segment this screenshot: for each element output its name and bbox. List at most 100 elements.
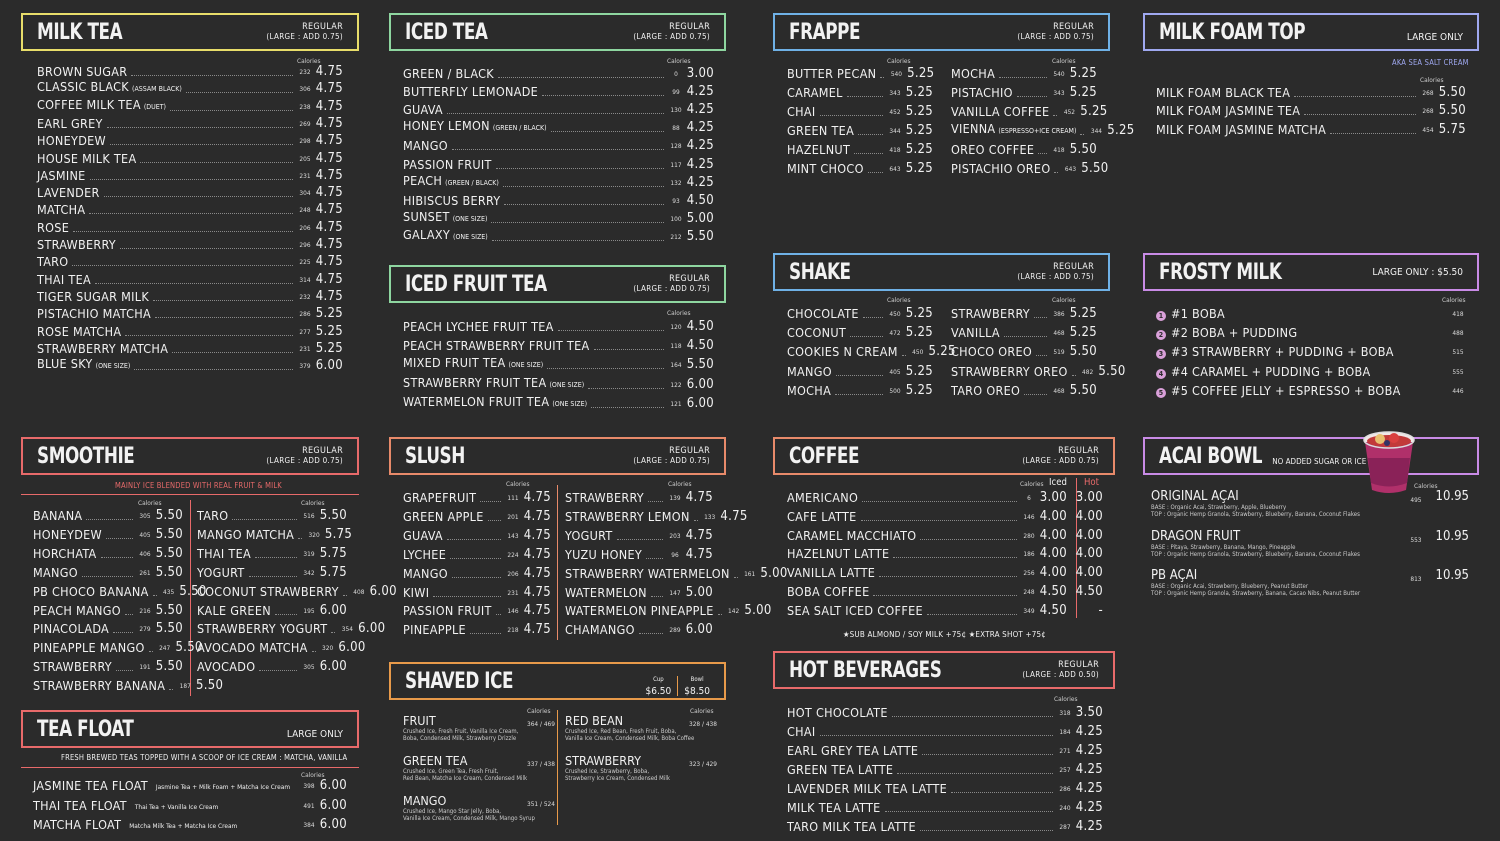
item-price: 5.75 bbox=[324, 526, 353, 542]
item-price: 5.50 bbox=[1081, 161, 1109, 176]
item-calories: 540 bbox=[1053, 70, 1065, 78]
smoothie-note: MAINLY ICE BLENDED WITH REAL FRUIT & MIL… bbox=[115, 481, 282, 490]
item-price: 5.50 bbox=[196, 678, 224, 694]
menu-item: STRAWBERRY 386 5.25 bbox=[951, 305, 1097, 321]
item-name: STRAWBERRY bbox=[37, 237, 116, 252]
menu-item: PASSION FRUIT 117 4.25 bbox=[403, 156, 714, 172]
milk-foam-header: MILK FOAM TOP LARGE ONLY bbox=[1143, 13, 1479, 51]
menu-item: SUNSET (ONE SIZE) 100 5.00 bbox=[403, 209, 714, 226]
item-calories: 203 bbox=[669, 531, 681, 540]
item-price: 5.50 bbox=[1069, 382, 1097, 398]
menu-item: GUAVA 130 4.25 bbox=[403, 101, 714, 117]
large-label: (LARGE : ADD 0.75) bbox=[266, 456, 343, 465]
calories-label: Calories bbox=[301, 771, 325, 779]
item-name: EARL GREY TEA LATTE bbox=[787, 743, 919, 758]
hot-price: 4.00 bbox=[1075, 546, 1103, 562]
item-price: 4.25 bbox=[686, 156, 714, 172]
item-calories: 405 bbox=[139, 530, 151, 539]
large-label: (LARGE : ADD 0.75) bbox=[633, 456, 710, 465]
menu-item: 4 #4 CARAMEL + PUDDING + BOBA 555 bbox=[1156, 363, 1466, 379]
menu-item: THAI TEA 314 4.75 bbox=[37, 271, 343, 287]
item-price: 6.00 bbox=[319, 659, 347, 675]
item-price: 6.00 bbox=[358, 621, 386, 637]
item-price: 4.75 bbox=[315, 254, 343, 270]
menu-item: STRAWBERRY 296 4.75 bbox=[37, 236, 343, 252]
menu-item: CHAI 184 4.25 bbox=[787, 723, 1103, 739]
item-calories: 343 bbox=[889, 89, 901, 97]
item-calories: 349 bbox=[1023, 606, 1035, 615]
item-size-note: (GREEN / BLACK) bbox=[492, 124, 547, 133]
item-name: VIENNA (ESPRESSO+ICE CREAM) bbox=[951, 121, 1077, 136]
item-name: COFFEE MILK TEA (DUET) bbox=[37, 96, 167, 112]
item-price: 5.25 bbox=[905, 325, 933, 341]
item-name: MILK FOAM BLACK TEA bbox=[1156, 85, 1291, 100]
menu-item: LAVENDER MILK TEA LATTE 286 4.25 bbox=[787, 780, 1103, 796]
item-price: 4.50 bbox=[686, 192, 714, 208]
item-calories: 318 bbox=[1059, 709, 1071, 717]
calories-label: Calories bbox=[1052, 57, 1076, 65]
item-price: 4.75 bbox=[315, 237, 343, 252]
menu-item: MANGO MATCHA 320 5.75 bbox=[197, 526, 352, 542]
menu-item: LAVENDER 304 4.75 bbox=[37, 184, 343, 200]
item-name: CHOCO OREO bbox=[951, 344, 1033, 360]
menu-item: VANILLA 468 5.25 bbox=[951, 324, 1097, 340]
item-price: 5.25 bbox=[905, 382, 933, 398]
column-divider bbox=[557, 710, 558, 825]
item-price: 4.75 bbox=[315, 288, 343, 304]
item-description: Crushed Ice, Fresh Fruit, Vanilla Ice Cr… bbox=[403, 728, 519, 742]
item-calories: 418 bbox=[1053, 146, 1065, 154]
item-name: PASSION FRUIT bbox=[403, 156, 492, 172]
item-calories: 218 bbox=[507, 626, 519, 635]
item-name: PINEAPPLE bbox=[403, 622, 466, 638]
item-price: 4.75 bbox=[523, 584, 551, 600]
item-price: 4.75 bbox=[315, 219, 343, 235]
item-price: 5.50 bbox=[1069, 344, 1097, 360]
item-calories: 130 bbox=[670, 106, 682, 115]
slush-header: SLUSH REGULAR (LARGE : ADD 0.75) bbox=[389, 437, 726, 475]
item-name: TIGER SUGAR MILK bbox=[37, 288, 150, 304]
item-calories: 121 bbox=[670, 399, 682, 408]
section-title: SHAVED ICE bbox=[405, 668, 514, 694]
calories-label: Calories bbox=[887, 296, 911, 304]
item-price: 4.75 bbox=[523, 527, 551, 543]
menu-item: PISTACHIO 343 5.25 bbox=[951, 84, 1097, 100]
menu-item: MILK TEA LATTE 240 4.25 bbox=[787, 799, 1103, 815]
item-price: 5.75 bbox=[319, 545, 347, 561]
item-description: Crushed Ice, Mango Star Jelly, Boba, Vani… bbox=[403, 808, 535, 822]
item-price: 5.25 bbox=[1107, 123, 1135, 138]
item-calories: 146 bbox=[1023, 512, 1035, 521]
regular-label: REGULAR bbox=[669, 22, 710, 32]
menu-item: DRAGON FRUIT 553 10.95 BASE : Pitaya, Straw… bbox=[1151, 529, 1469, 558]
item-calories: 231 bbox=[299, 171, 311, 180]
menu-item: YOGURT 203 4.75 bbox=[565, 527, 713, 543]
menu-item: CARAMEL MACCHIATO 280 4.00 4.00 bbox=[787, 527, 1103, 543]
item-calories: 232 bbox=[299, 68, 311, 76]
item-name: STRAWBERRY BANANA bbox=[33, 678, 166, 694]
item-calories: 289 bbox=[669, 626, 681, 635]
item-price: 5.00 bbox=[744, 603, 772, 619]
number-badge: 1 bbox=[1156, 311, 1166, 321]
menu-item: CLASSIC BLACK (ASSAM BLACK) 306 4.75 bbox=[37, 80, 343, 96]
item-name: GREEN / BLACK bbox=[403, 66, 494, 81]
menu-item: PB AÇAI 813 10.95 BASE : Organic Acai, Stra… bbox=[1151, 568, 1469, 597]
item-name: WATERMELON PINEAPPLE bbox=[565, 603, 714, 619]
shake-header: SHAKE REGULAR (LARGE : ADD 0.75) bbox=[773, 253, 1110, 291]
item-price: 4.75 bbox=[315, 64, 343, 79]
frosty-milk-header: FROSTY MILK LARGE ONLY : $5.50 bbox=[1143, 253, 1479, 291]
menu-item: MOCHA 500 5.25 bbox=[787, 382, 933, 398]
iced-tea-header: ICED TEA REGULAR (LARGE : ADD 0.75) bbox=[389, 13, 726, 51]
item-name: PEACH MANGO bbox=[33, 602, 121, 618]
menu-item: BOBA COFFEE 248 4.50 4.50 bbox=[787, 583, 1103, 599]
section-title: MILK FOAM TOP bbox=[1159, 19, 1306, 45]
item-price: 5.25 bbox=[905, 104, 933, 119]
large-label: (LARGE : ADD 0.75) bbox=[633, 284, 710, 293]
item-name: THAI TEA bbox=[197, 545, 251, 561]
item-calories: 354 bbox=[341, 625, 353, 634]
item-price: 4.75 bbox=[315, 271, 343, 287]
item-calories: 231 bbox=[507, 588, 519, 597]
item-price: 4.75 bbox=[720, 508, 748, 524]
item-calories: 454 bbox=[1422, 125, 1434, 134]
item-name: WATERMELON FRUIT TEA (ONE SIZE) bbox=[403, 393, 588, 409]
item-price: 5.50 bbox=[155, 659, 183, 675]
item-price: 4.75 bbox=[315, 98, 343, 114]
